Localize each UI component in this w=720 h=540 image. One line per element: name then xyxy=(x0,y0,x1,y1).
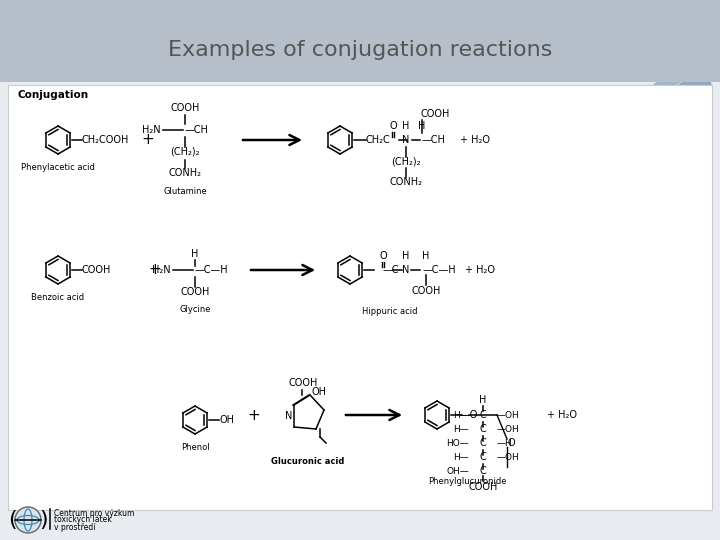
Text: Benzoic acid: Benzoic acid xyxy=(32,294,84,302)
Text: —C—H: —C—H xyxy=(423,265,456,275)
Text: CH₂C: CH₂C xyxy=(366,135,391,145)
Text: C: C xyxy=(480,452,487,462)
Text: H—: H— xyxy=(454,424,469,434)
Text: ): ) xyxy=(40,510,48,530)
Text: —CH: —CH xyxy=(185,125,209,135)
Text: Glucuronic acid: Glucuronic acid xyxy=(271,457,345,467)
Text: N: N xyxy=(284,411,292,421)
Text: Glycine: Glycine xyxy=(179,306,211,314)
FancyBboxPatch shape xyxy=(8,85,712,510)
Text: (: ( xyxy=(8,510,17,530)
Text: HO—: HO— xyxy=(446,438,469,448)
Text: Examples of conjugation reactions: Examples of conjugation reactions xyxy=(168,40,552,60)
Text: H: H xyxy=(192,249,199,259)
Text: CH₂COOH: CH₂COOH xyxy=(82,135,130,145)
Text: COOH: COOH xyxy=(171,103,199,113)
Text: H: H xyxy=(402,251,410,261)
Circle shape xyxy=(15,507,41,533)
Text: H: H xyxy=(480,395,487,405)
Text: O: O xyxy=(379,251,387,261)
Text: +: + xyxy=(248,408,261,422)
Text: COOH: COOH xyxy=(82,265,112,275)
Text: (CH₂)₂: (CH₂)₂ xyxy=(391,157,420,167)
Text: C: C xyxy=(480,410,487,420)
Text: —OH: —OH xyxy=(497,424,520,434)
Text: Phenylacetic acid: Phenylacetic acid xyxy=(21,164,95,172)
Text: Conjugation: Conjugation xyxy=(18,90,89,100)
Text: (CH₂)₂: (CH₂)₂ xyxy=(170,147,199,157)
Text: + H₂O: + H₂O xyxy=(547,410,577,420)
Text: OH—: OH— xyxy=(446,467,469,476)
Text: —C—H: —C—H xyxy=(195,265,229,275)
Text: COOH: COOH xyxy=(420,109,450,119)
Text: C: C xyxy=(480,424,487,434)
Text: H—: H— xyxy=(454,453,469,462)
Text: O: O xyxy=(390,121,397,131)
Text: COOH: COOH xyxy=(180,287,210,297)
Text: —O: —O xyxy=(461,410,478,420)
Text: —C: —C xyxy=(383,265,400,275)
FancyBboxPatch shape xyxy=(0,0,720,82)
Text: COOH: COOH xyxy=(288,378,318,388)
Text: —OH: —OH xyxy=(497,453,520,462)
Text: —CH: —CH xyxy=(422,135,446,145)
Text: Hippuric acid: Hippuric acid xyxy=(362,307,418,316)
Text: H₂N: H₂N xyxy=(143,125,161,135)
Text: +: + xyxy=(148,262,161,278)
Text: CONH₂: CONH₂ xyxy=(390,177,423,187)
Text: Centrum pro výzkum: Centrum pro výzkum xyxy=(54,509,135,517)
Text: Phenylglucuronide: Phenylglucuronide xyxy=(428,477,506,487)
Text: OH: OH xyxy=(219,415,234,425)
Text: —OH: —OH xyxy=(497,410,520,420)
Text: COOH: COOH xyxy=(468,482,498,492)
Text: CONH₂: CONH₂ xyxy=(168,168,202,178)
Text: H₂N: H₂N xyxy=(153,265,171,275)
Text: OH: OH xyxy=(312,387,327,397)
Text: v prostředí: v prostředí xyxy=(54,523,96,531)
Text: +: + xyxy=(142,132,154,147)
Text: H: H xyxy=(423,251,430,261)
Text: C: C xyxy=(480,438,487,448)
Text: Phenol: Phenol xyxy=(181,443,210,453)
Text: + H₂O: + H₂O xyxy=(460,135,490,145)
Text: C: C xyxy=(480,466,487,476)
Text: COOH: COOH xyxy=(411,286,441,296)
Text: —H: —H xyxy=(497,438,513,448)
Text: + H₂O: + H₂O xyxy=(465,265,495,275)
Text: H: H xyxy=(402,121,410,131)
Text: O: O xyxy=(507,438,515,448)
Text: N: N xyxy=(402,265,410,275)
Text: H: H xyxy=(418,121,426,131)
Text: N: N xyxy=(402,135,410,145)
Text: H—: H— xyxy=(454,410,469,420)
Text: toxických látek: toxických látek xyxy=(54,516,112,524)
Text: Glutamine: Glutamine xyxy=(163,187,207,197)
